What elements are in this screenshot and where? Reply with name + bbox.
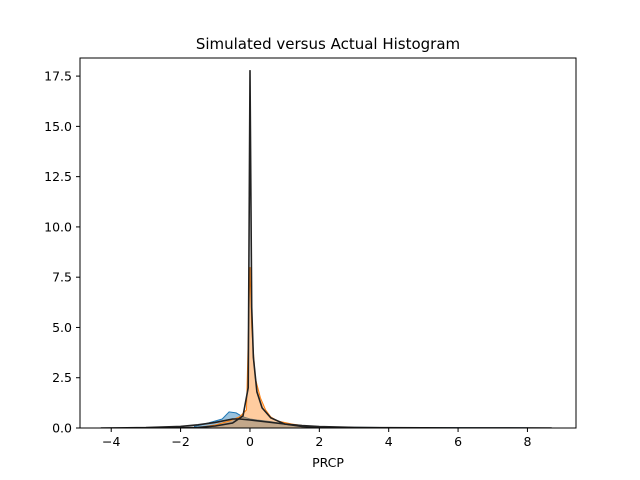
actual-histogram bbox=[200, 267, 338, 428]
y-tick-label: 5.0 bbox=[52, 320, 72, 335]
x-tick-label: 4 bbox=[385, 434, 393, 449]
x-tick-label: 0 bbox=[246, 434, 254, 449]
plot-frame bbox=[79, 57, 577, 429]
y-axis: 0.0 2.5 5.0 7.5 10.0 12.5 15.0 17.5 bbox=[44, 69, 80, 436]
y-tick-label: 10.0 bbox=[44, 219, 72, 234]
y-tick-label: 0.0 bbox=[52, 421, 72, 436]
x-tick-label: 6 bbox=[454, 434, 462, 449]
x-tick-label: −4 bbox=[102, 434, 120, 449]
x-tick-label: −2 bbox=[171, 434, 189, 449]
y-tick-label: 2.5 bbox=[52, 370, 72, 385]
y-tick-label: 7.5 bbox=[52, 270, 72, 285]
x-tick-label: 8 bbox=[523, 434, 531, 449]
x-axis: −4 −2 0 2 4 6 8 bbox=[102, 428, 531, 449]
plot-area bbox=[100, 70, 552, 428]
y-tick-label: 15.0 bbox=[44, 119, 72, 134]
actual-kde-line bbox=[163, 70, 355, 428]
y-tick-label: 12.5 bbox=[44, 169, 72, 184]
y-tick-label: 17.5 bbox=[44, 69, 72, 84]
chart-title: Simulated versus Actual Histogram bbox=[196, 35, 460, 53]
simulated-kde-line bbox=[100, 418, 552, 428]
x-axis-label: PRCP bbox=[312, 455, 344, 470]
x-tick-label: 2 bbox=[315, 434, 323, 449]
